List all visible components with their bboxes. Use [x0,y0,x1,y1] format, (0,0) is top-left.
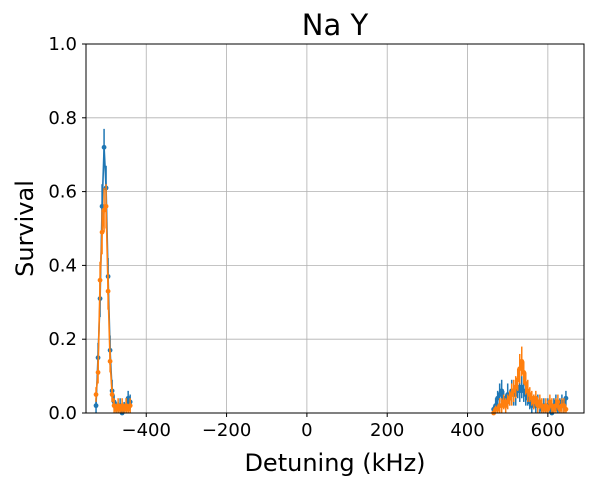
data-point [563,406,569,412]
data-point [507,395,513,401]
data-point [495,395,501,401]
data-point [123,403,129,409]
data-point [563,395,569,401]
chart-title: Na Y [302,8,369,42]
y-tick-label: 0.0 [48,403,77,424]
data-point [561,403,567,409]
data-point [549,403,555,409]
data-point [517,388,523,394]
data-point [543,403,549,409]
y-tick-label: 0.2 [48,329,77,350]
data-point [121,406,127,412]
data-point [107,358,113,364]
data-point [101,144,107,150]
data-point [501,399,507,405]
data-point [533,395,539,401]
y-tick-label: 0.4 [48,255,77,276]
data-point [113,406,119,412]
data-point [529,395,535,401]
data-point [499,388,505,394]
data-point [499,403,505,409]
data-point [525,388,531,394]
data-point [115,403,121,409]
data-point [521,388,527,394]
data-point [99,229,105,235]
plot-area [93,128,569,416]
data-point [509,392,515,397]
data-point [105,288,111,294]
x-axis: −400 −200 0 200 400 600 [122,413,565,441]
data-point [517,366,523,372]
data-point [93,392,99,397]
data-point [93,403,99,409]
y-axis: 0.0 0.2 0.4 0.6 0.8 1.0 [48,34,86,424]
data-point [557,406,563,412]
data-point [109,392,115,397]
data-point [535,403,541,409]
data-point [547,399,553,405]
data-point [523,381,529,386]
data-point [521,370,527,375]
data-point [117,406,123,412]
data-point [127,403,133,409]
data-point [497,392,503,397]
data-point [539,403,545,409]
data-point [495,406,501,412]
data-point [515,377,521,383]
data-point [511,388,517,394]
data-point [505,399,511,405]
data-point [125,395,131,401]
x-tick-label: 200 [370,420,404,441]
x-tick-label: 400 [450,420,484,441]
data-point [537,399,543,405]
x-axis-label: Detuning (kHz) [244,449,425,477]
data-point [101,207,107,213]
data-point [553,403,559,409]
data-point [111,403,117,409]
data-point [125,406,131,412]
data-point [95,370,101,375]
data-point [103,203,109,209]
data-point [519,384,525,390]
y-axis-label: Survival [11,180,39,277]
x-tick-label: −400 [122,420,171,441]
data-point [513,384,519,390]
data-point [541,406,547,412]
y-tick-label: 0.8 [48,108,77,129]
x-tick-label: −200 [202,420,251,441]
data-point [545,406,551,412]
x-tick-label: 0 [301,420,312,441]
data-point [555,399,561,405]
x-tick-label: 600 [531,420,565,441]
data-point [551,406,557,412]
y-tick-label: 1.0 [48,34,77,55]
data-point [519,358,525,364]
data-point [531,399,537,405]
data-point [99,203,105,209]
data-point [503,403,509,409]
data-point [97,277,103,283]
y-tick-label: 0.6 [48,182,77,203]
data-point [527,392,533,397]
axes-frame [85,43,585,414]
data-point [119,403,125,409]
